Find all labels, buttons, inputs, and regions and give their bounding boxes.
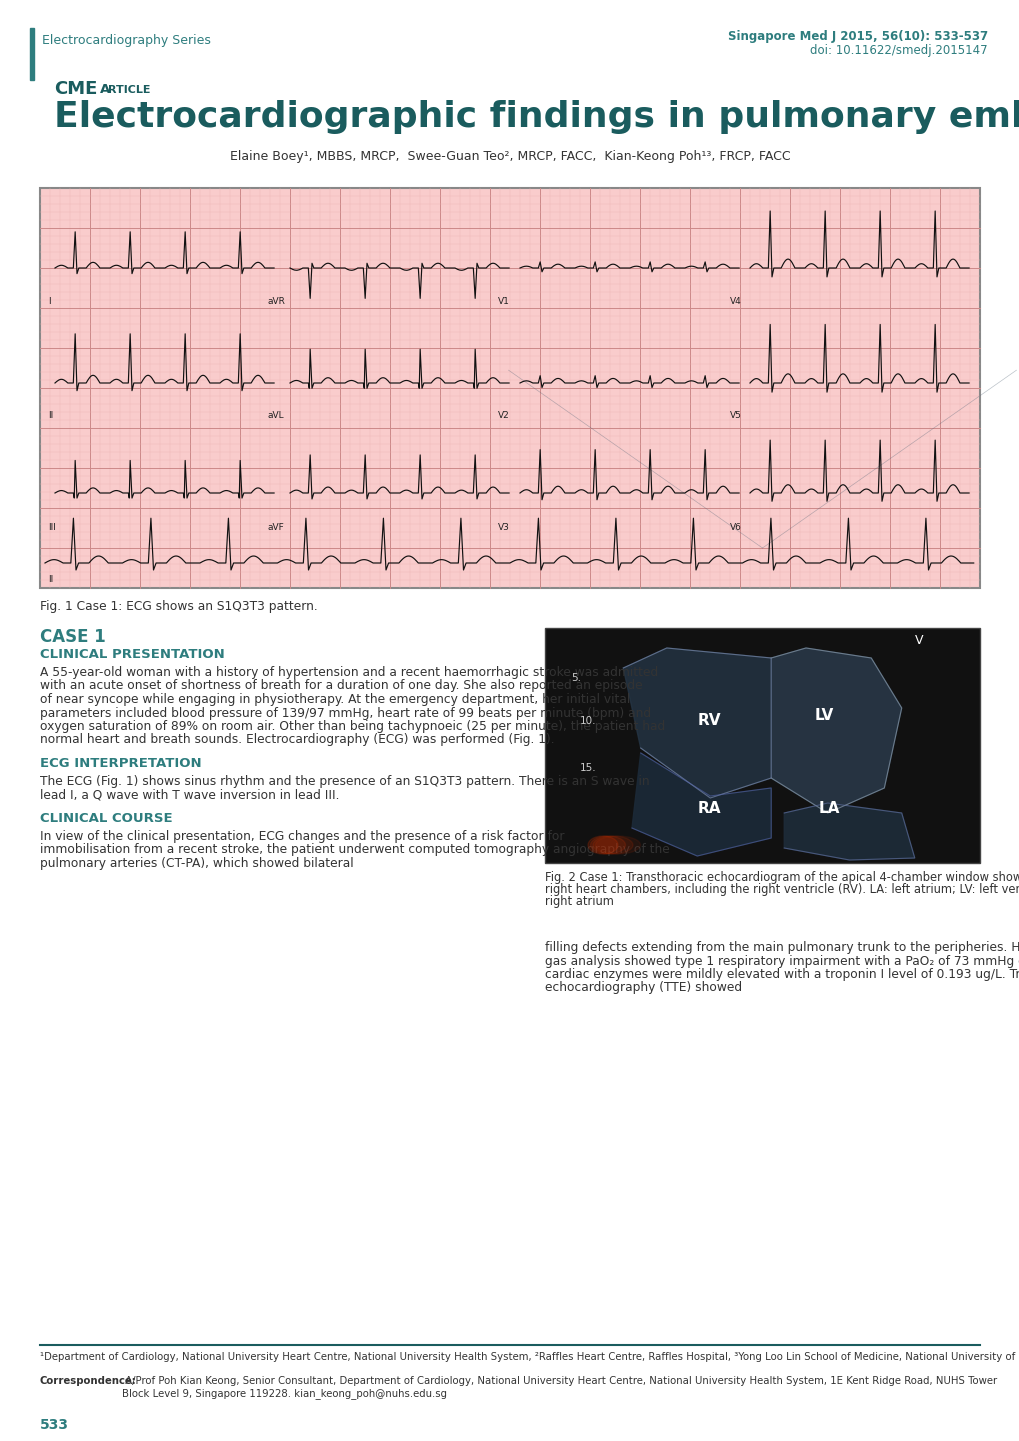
Text: RA: RA: [697, 801, 720, 816]
Text: parameters included blood pressure of 139/97 mmHg, heart rate of 99 beats per mi: parameters included blood pressure of 13…: [40, 706, 650, 719]
Text: RTICLE: RTICLE: [108, 85, 151, 95]
Text: oxygen saturation of 89% on room air. Other than being tachypnoeic (25 per minut: oxygen saturation of 89% on room air. Ot…: [40, 720, 664, 733]
Text: normal heart and breath sounds. Electrocardiography (ECG) was performed (Fig. 1): normal heart and breath sounds. Electroc…: [40, 733, 554, 746]
Text: RV: RV: [697, 713, 720, 728]
Text: Fig. 1 Case 1: ECG shows an S1Q3T3 pattern.: Fig. 1 Case 1: ECG shows an S1Q3T3 patte…: [40, 599, 318, 612]
Text: V: V: [914, 634, 922, 647]
Text: Elaine Boey¹, MBBS, MRCP,  Swee-Guan Teo², MRCP, FACC,  Kian-Keong Poh¹³, FRCP, : Elaine Boey¹, MBBS, MRCP, Swee-Guan Teo²…: [229, 150, 790, 163]
Bar: [30, 27, 34, 81]
Text: V4: V4: [730, 297, 741, 305]
Ellipse shape: [587, 836, 618, 855]
Polygon shape: [770, 648, 901, 813]
Text: V6: V6: [730, 523, 741, 532]
Ellipse shape: [590, 836, 625, 855]
Text: I: I: [48, 297, 51, 305]
Text: CLINICAL COURSE: CLINICAL COURSE: [40, 811, 172, 826]
Text: ¹Department of Cardiology, National University Heart Centre, National University: ¹Department of Cardiology, National Univ…: [40, 1352, 1019, 1362]
Text: Electrocardiographic findings in pulmonary embolism: Electrocardiographic findings in pulmona…: [54, 99, 1019, 134]
Text: A 55-year-old woman with a history of hypertension and a recent haemorrhagic str: A 55-year-old woman with a history of hy…: [40, 666, 657, 679]
Text: right atrium: right atrium: [544, 895, 613, 908]
Text: V2: V2: [497, 411, 510, 419]
Text: A: A: [100, 84, 110, 97]
Text: III: III: [48, 523, 56, 532]
Text: Correspondence:: Correspondence:: [40, 1376, 137, 1386]
Polygon shape: [623, 648, 770, 798]
Text: right heart chambers, including the right ventricle (RV). LA: left atrium; LV: l: right heart chambers, including the righ…: [544, 883, 1019, 896]
Text: immobilisation from a recent stroke, the patient underwent computed tomography a: immobilisation from a recent stroke, the…: [40, 843, 669, 856]
Text: V1: V1: [497, 297, 510, 305]
Text: filling defects extending from the main pulmonary trunk to the peripheries. Her : filling defects extending from the main …: [544, 941, 1019, 954]
Text: cardiac enzymes were mildly elevated with a troponin I level of 0.193 ug/L. Tran: cardiac enzymes were mildly elevated wit…: [544, 968, 1019, 981]
Text: 10.: 10.: [579, 716, 596, 726]
Text: echocardiography (TTE) showed: echocardiography (TTE) showed: [544, 981, 742, 994]
Polygon shape: [784, 803, 914, 860]
Text: The ECG (Fig. 1) shows sinus rhythm and the presence of an S1Q3T3 pattern. There: The ECG (Fig. 1) shows sinus rhythm and …: [40, 775, 649, 788]
Text: Fig. 2 Case 1: Transthoracic echocardiogram of the apical 4-chamber window shows: Fig. 2 Case 1: Transthoracic echocardiog…: [544, 870, 1019, 883]
Text: V3: V3: [497, 523, 510, 532]
Text: LV: LV: [814, 708, 834, 723]
Text: II: II: [48, 411, 53, 419]
Text: Singapore Med J 2015, 56(10): 533-537: Singapore Med J 2015, 56(10): 533-537: [728, 30, 987, 43]
Text: 15.: 15.: [579, 762, 596, 772]
Text: gas analysis showed type 1 respiratory impairment with a PaO₂ of 73 mmHg on room: gas analysis showed type 1 respiratory i…: [544, 954, 1019, 967]
Text: of near syncope while engaging in physiotherapy. At the emergency department, he: of near syncope while engaging in physio…: [40, 693, 630, 706]
Polygon shape: [632, 754, 770, 856]
Text: Electrocardiography Series: Electrocardiography Series: [42, 35, 211, 48]
Text: V5: V5: [730, 411, 741, 419]
Bar: [544, 628, 979, 863]
Text: aVL: aVL: [268, 411, 284, 419]
Text: aVR: aVR: [268, 297, 285, 305]
Text: In view of the clinical presentation, ECG changes and the presence of a risk fac: In view of the clinical presentation, EC…: [40, 830, 564, 843]
Text: aVF: aVF: [268, 523, 284, 532]
Ellipse shape: [595, 836, 640, 855]
Text: II: II: [48, 575, 53, 584]
Text: CLINICAL PRESENTATION: CLINICAL PRESENTATION: [40, 648, 224, 661]
Text: A/Prof Poh Kian Keong, Senior Consultant, Department of Cardiology, National Uni: A/Prof Poh Kian Keong, Senior Consultant…: [122, 1376, 997, 1399]
Text: 5.: 5.: [571, 673, 581, 683]
Text: lead I, a Q wave with T wave inversion in lead III.: lead I, a Q wave with T wave inversion i…: [40, 788, 339, 801]
Text: 533: 533: [40, 1418, 69, 1432]
Text: CME: CME: [54, 81, 97, 98]
Text: CASE 1: CASE 1: [40, 628, 106, 646]
Text: doi: 10.11622/smedj.2015147: doi: 10.11622/smedj.2015147: [809, 45, 987, 58]
Text: with an acute onset of shortness of breath for a duration of one day. She also r: with an acute onset of shortness of brea…: [40, 680, 642, 693]
Text: pulmonary arteries (CT-PA), which showed bilateral: pulmonary arteries (CT-PA), which showed…: [40, 857, 354, 870]
Bar: [40, 187, 979, 588]
Text: LA: LA: [818, 801, 840, 816]
Ellipse shape: [592, 836, 633, 855]
Text: ECG INTERPRETATION: ECG INTERPRETATION: [40, 757, 202, 769]
